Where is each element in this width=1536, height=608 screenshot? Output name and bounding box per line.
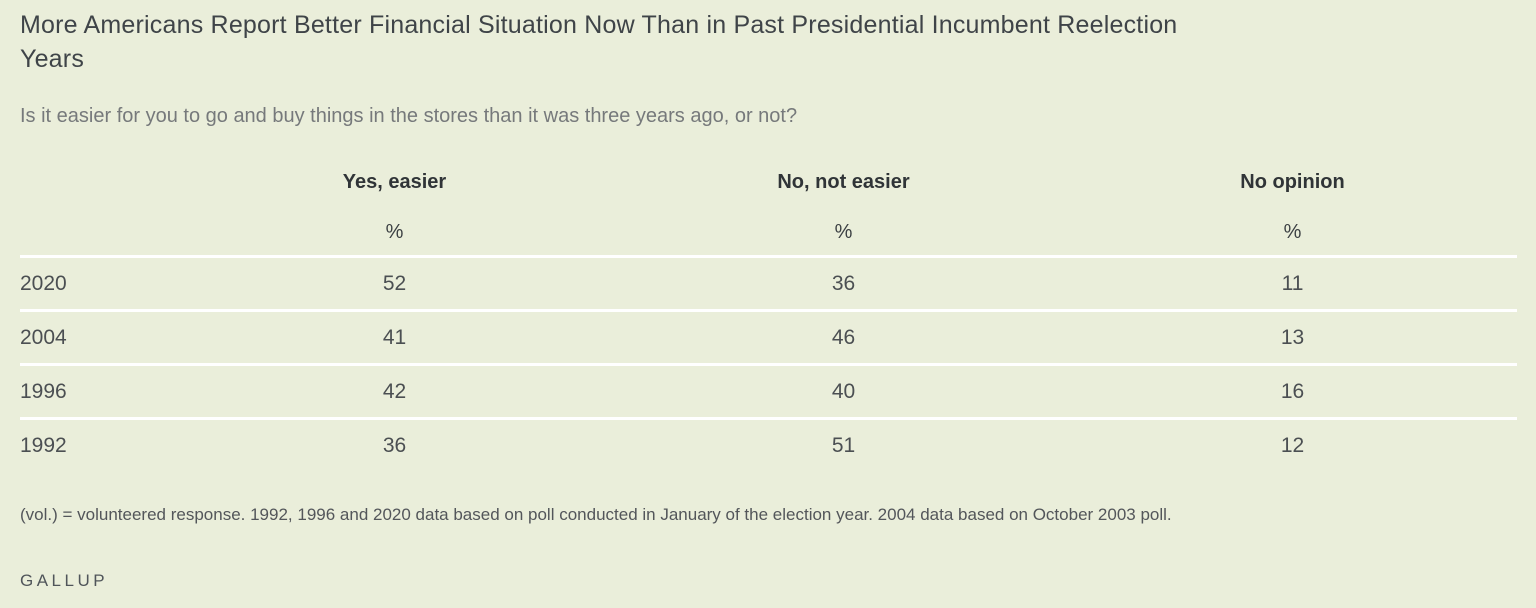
corner-cell bbox=[20, 171, 170, 221]
value-cell: 36 bbox=[619, 255, 1068, 311]
survey-question: Is it easier for you to go and buy thing… bbox=[20, 105, 798, 127]
table-row-2020: 2020 52 36 11 bbox=[20, 255, 1517, 311]
year-cell: 1996 bbox=[20, 363, 170, 419]
table-body: 2020 52 36 11 2004 41 46 13 1996 42 40 1… bbox=[20, 255, 1517, 471]
value-cell: 51 bbox=[619, 417, 1068, 471]
corner-cell bbox=[20, 221, 170, 257]
value-cell: 46 bbox=[619, 309, 1068, 365]
year-cell: 1992 bbox=[20, 417, 170, 471]
value-cell: 41 bbox=[170, 309, 619, 365]
unit-label: % bbox=[834, 221, 853, 243]
column-header-row: Yes, easier No, not easier No opinion bbox=[20, 171, 1517, 221]
unit-label: % bbox=[1283, 221, 1302, 243]
table-row-1996: 1996 42 40 16 bbox=[20, 363, 1517, 419]
value-cell: 36 bbox=[170, 417, 619, 471]
value-cell: 16 bbox=[1068, 363, 1517, 419]
value-cell: 11 bbox=[1068, 255, 1517, 311]
value-cell: 52 bbox=[170, 255, 619, 311]
table-row-2004: 2004 41 46 13 bbox=[20, 309, 1517, 365]
value-cell: 13 bbox=[1068, 309, 1517, 365]
unit-row: % % % bbox=[20, 221, 1517, 257]
column-header-yes-easier: Yes, easier bbox=[342, 171, 447, 193]
unit-label: % bbox=[385, 221, 404, 243]
gallup-logo: GALLUP bbox=[20, 571, 109, 590]
footnote: (vol.) = volunteered response. 1992, 199… bbox=[20, 505, 1172, 524]
column-header-no-opinion: No opinion bbox=[1240, 171, 1345, 193]
value-cell: 42 bbox=[170, 363, 619, 419]
page-title: More Americans Report Better Financial S… bbox=[20, 11, 1178, 73]
column-header-no-not-easier: No, not easier bbox=[777, 171, 910, 193]
table-header: Yes, easier No, not easier No opinion % … bbox=[20, 171, 1517, 257]
value-cell: 40 bbox=[619, 363, 1068, 419]
gallup-table-card: More Americans Report Better Financial S… bbox=[20, 11, 1517, 590]
poll-results-table: Yes, easier No, not easier No opinion % … bbox=[20, 171, 1517, 471]
table-row-1992: 1992 36 51 12 bbox=[20, 417, 1517, 471]
year-cell: 2004 bbox=[20, 309, 170, 365]
value-cell: 12 bbox=[1068, 417, 1517, 471]
year-cell: 2020 bbox=[20, 255, 170, 311]
